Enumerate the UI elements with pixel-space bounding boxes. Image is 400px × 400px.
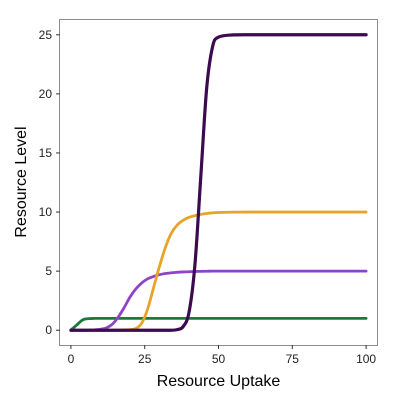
x-axis-title: Resource Uptake [157,373,281,390]
x-tick-label: 100 [356,352,376,366]
y-tick-label: 5 [45,264,52,278]
series-line-4 [69,33,368,332]
x-axis-ticks: 0 25 50 75 100 [68,345,376,366]
plot-panel-border [59,19,378,346]
y-axis-title: Resource Level [13,126,30,237]
series-lines [69,33,368,332]
x-tick-label: 0 [68,352,75,366]
x-tick-label: 50 [212,352,226,366]
x-tick-label: 25 [138,352,152,366]
y-tick-label: 25 [39,28,53,42]
y-tick-label: 15 [39,146,53,160]
y-tick-label: 10 [39,205,53,219]
y-tick-label: 0 [45,323,52,337]
series-line-1 [69,317,368,332]
y-tick-label: 20 [39,87,53,101]
x-tick-label: 75 [286,352,300,366]
y-axis-ticks: 0 5 10 15 20 25 [39,28,60,337]
